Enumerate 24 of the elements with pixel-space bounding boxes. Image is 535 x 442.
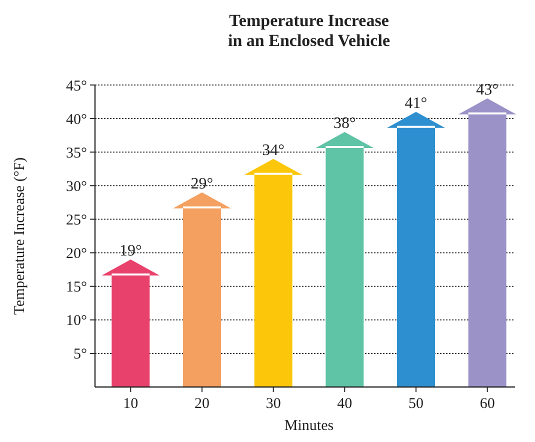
- y-tick-label: 15°: [66, 280, 87, 296]
- data-label: 34°: [262, 142, 285, 159]
- y-tick-label: 5°: [74, 346, 87, 363]
- data-label: 19°: [119, 242, 142, 260]
- data-label: 38°: [333, 114, 356, 132]
- y-tick-label: 35°: [66, 145, 87, 162]
- x-tick-label: 50: [408, 396, 424, 412]
- x-tick-label: 30: [266, 396, 281, 412]
- chart-title: Temperature Increase in an Enclosed Vehicle: [228, 11, 390, 50]
- y-tick-label: 10°: [66, 313, 87, 330]
- data-label: 43°: [476, 81, 499, 98]
- y-tick-label: 30°: [66, 178, 87, 195]
- data-label: 29°: [190, 175, 214, 192]
- data-label: 41°: [404, 94, 428, 112]
- y-tick-label: 25°: [66, 212, 87, 228]
- x-tick-label: 10: [123, 396, 138, 412]
- x-tick-label: 40: [337, 396, 352, 412]
- y-tick-label: 45°: [66, 78, 87, 94]
- y-axis-title: Temperature Increase (°F): [12, 157, 28, 315]
- y-tick-label: 20°: [66, 246, 87, 262]
- x-axis-title: Minutes: [284, 418, 334, 434]
- x-tick-label: 20: [194, 396, 210, 412]
- y-tick-label: 40°: [66, 112, 87, 128]
- x-tick-label: 60: [480, 396, 495, 412]
